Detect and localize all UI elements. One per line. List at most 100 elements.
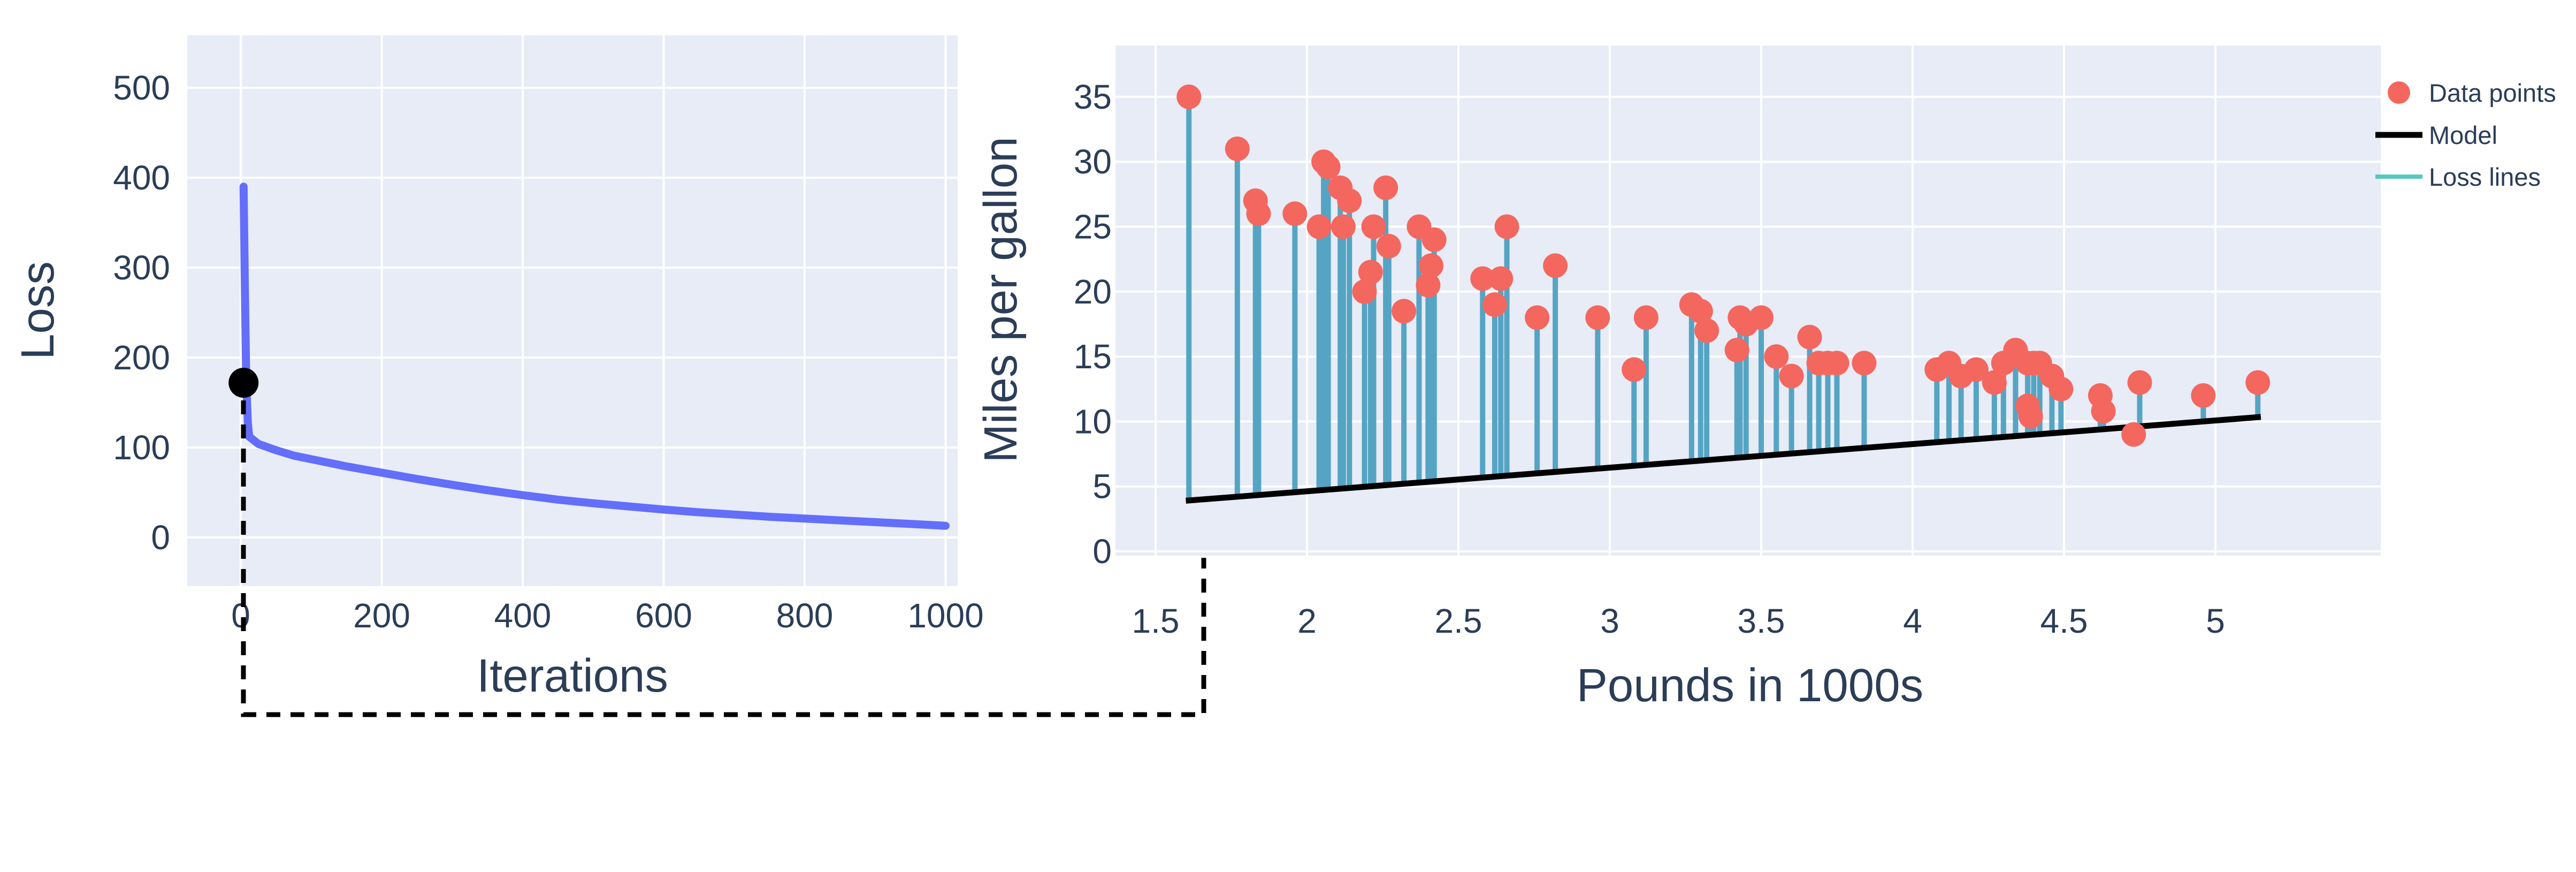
scatter-y-tick-labels: 0 5 10 15 20 25 30 35 bbox=[1074, 78, 1112, 571]
data-point bbox=[1331, 214, 1356, 239]
x-tick-label: 3 bbox=[1600, 602, 1619, 640]
data-point bbox=[1482, 292, 1507, 317]
data-point bbox=[2121, 422, 2146, 447]
y-tick-label: 300 bbox=[113, 248, 170, 287]
y-tick-label: 25 bbox=[1074, 208, 1112, 246]
data-point bbox=[1421, 227, 1447, 252]
data-point bbox=[2048, 376, 2074, 401]
y-tick-label: 5 bbox=[1092, 467, 1112, 506]
data-point bbox=[1306, 214, 1332, 239]
loss-y-axis-title: Loss bbox=[12, 261, 64, 360]
legend-label-model: Model bbox=[2429, 121, 2497, 149]
y-tick-label: 10 bbox=[1074, 402, 1112, 441]
loss-y-tick-labels: 0 100 200 300 400 500 bbox=[113, 69, 170, 557]
x-tick-label: 1000 bbox=[907, 596, 983, 635]
data-point bbox=[1316, 154, 1341, 179]
data-point bbox=[1392, 299, 1417, 324]
legend-item-loss-lines[interactable]: Loss lines bbox=[2375, 163, 2541, 191]
data-point bbox=[1764, 344, 1789, 369]
scatter-x-axis-title: Pounds in 1000s bbox=[1577, 659, 1923, 711]
data-point bbox=[1416, 272, 1441, 298]
scatter-x-tick-labels: 1.5 2 2.5 3 3.5 4 4.5 5 bbox=[1132, 602, 2225, 640]
data-point bbox=[1352, 279, 1377, 304]
data-point bbox=[1688, 299, 1713, 324]
data-point bbox=[1982, 370, 2007, 395]
data-point bbox=[1543, 253, 1568, 278]
y-tick-label: 200 bbox=[113, 338, 170, 377]
x-tick-label: 2.5 bbox=[1435, 602, 1482, 640]
y-tick-label: 30 bbox=[1074, 142, 1112, 181]
y-tick-label: 20 bbox=[1074, 272, 1112, 311]
legend-item-data-points[interactable]: Data points bbox=[2388, 79, 2556, 107]
loss-x-axis-title: Iterations bbox=[477, 650, 668, 702]
data-point bbox=[1488, 266, 1514, 291]
data-point bbox=[1724, 337, 1749, 362]
legend-label-data-points: Data points bbox=[2429, 79, 2556, 107]
data-point bbox=[2191, 383, 2216, 408]
data-point bbox=[1494, 214, 1519, 239]
data-point bbox=[1633, 305, 1658, 330]
y-tick-label: 35 bbox=[1074, 78, 1112, 116]
x-tick-label: 1.5 bbox=[1132, 602, 1180, 640]
data-point bbox=[1373, 175, 1398, 200]
y-tick-label: 0 bbox=[1092, 532, 1112, 571]
model-fit-chart: 1.5 2 2.5 3 3.5 4 4.5 5 0 5 10 15 20 25 30 35 Miles pe… bbox=[975, 46, 2556, 711]
x-tick-label: 5 bbox=[2206, 602, 2225, 640]
data-point bbox=[1337, 188, 1362, 213]
x-tick-label: 600 bbox=[635, 596, 692, 635]
data-point bbox=[2018, 404, 2043, 429]
data-point bbox=[1622, 357, 1647, 382]
loss-plot-area bbox=[187, 35, 958, 586]
data-point bbox=[1525, 305, 1550, 330]
data-point bbox=[1246, 201, 1271, 226]
scatter-y-axis-title: Miles per gallon bbox=[975, 137, 1027, 462]
x-tick-label: 3.5 bbox=[1738, 602, 1785, 640]
data-point bbox=[1225, 136, 1250, 161]
data-point bbox=[1376, 233, 1401, 259]
data-points-swatch-icon bbox=[2388, 81, 2410, 104]
legend: Data points Model Loss lines bbox=[2375, 79, 2556, 191]
loss-x-tick-labels: 0 200 400 600 800 1000 bbox=[231, 596, 983, 635]
data-point bbox=[1419, 253, 1444, 278]
data-point bbox=[1824, 351, 1849, 376]
x-tick-label: 400 bbox=[494, 596, 552, 635]
data-point bbox=[1852, 351, 1877, 376]
y-tick-label: 400 bbox=[113, 158, 170, 197]
loss-curve-line bbox=[239, 183, 950, 530]
model-line bbox=[1186, 414, 2261, 504]
data-point bbox=[1694, 318, 1719, 343]
x-tick-label: 0 bbox=[231, 596, 250, 635]
data-point bbox=[1358, 260, 1383, 285]
y-tick-label: 100 bbox=[113, 428, 170, 467]
y-tick-label: 15 bbox=[1074, 337, 1112, 376]
x-tick-label: 4 bbox=[1903, 602, 1922, 640]
data-points-group bbox=[1176, 84, 2271, 447]
data-point bbox=[2245, 370, 2271, 395]
data-point bbox=[1361, 214, 1386, 239]
x-tick-label: 200 bbox=[353, 596, 410, 635]
data-point bbox=[2127, 370, 2152, 395]
data-point bbox=[1470, 266, 1495, 291]
data-point bbox=[2091, 398, 2116, 423]
data-point bbox=[1963, 357, 1989, 382]
data-point bbox=[1797, 324, 1822, 350]
y-tick-label: 500 bbox=[113, 69, 170, 107]
x-tick-label: 800 bbox=[776, 596, 834, 635]
data-point bbox=[1282, 201, 1308, 226]
data-point bbox=[1176, 84, 1202, 109]
x-tick-label: 2 bbox=[1297, 602, 1317, 640]
data-point bbox=[1749, 305, 1774, 330]
connector-dashed-line bbox=[241, 400, 1206, 717]
legend-item-model[interactable]: Model bbox=[2375, 121, 2497, 149]
legend-label-loss-lines: Loss lines bbox=[2429, 163, 2541, 191]
loss-gridlines bbox=[187, 35, 958, 586]
data-point bbox=[1779, 363, 1804, 389]
loss-marker-dot bbox=[228, 368, 259, 398]
y-tick-label: 0 bbox=[151, 518, 170, 557]
scatter-plot-area bbox=[1115, 46, 2381, 556]
x-tick-label: 4.5 bbox=[2040, 602, 2088, 640]
data-point bbox=[1585, 305, 1610, 330]
